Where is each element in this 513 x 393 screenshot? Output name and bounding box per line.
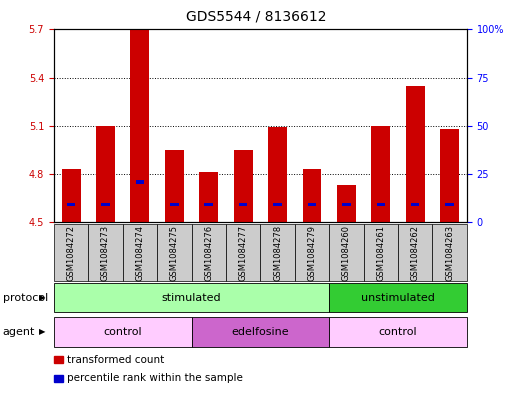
Bar	[205, 203, 213, 206]
Bar	[342, 203, 351, 206]
Text: GSM1084278: GSM1084278	[273, 224, 282, 281]
Bar	[165, 150, 184, 222]
Text: GSM1084273: GSM1084273	[101, 224, 110, 281]
Text: control: control	[379, 327, 417, 337]
Bar	[308, 203, 316, 206]
Text: agent: agent	[3, 327, 35, 337]
Bar	[445, 203, 454, 206]
Text: control: control	[104, 327, 142, 337]
Bar	[273, 203, 282, 206]
Text: transformed count: transformed count	[67, 354, 164, 365]
Text: edelfosine: edelfosine	[231, 327, 289, 337]
Bar	[135, 180, 144, 184]
Bar	[130, 29, 149, 222]
Bar	[406, 86, 425, 222]
Text: protocol: protocol	[3, 293, 48, 303]
Bar	[371, 126, 390, 222]
Text: GSM1084277: GSM1084277	[239, 224, 248, 281]
Text: GSM1084276: GSM1084276	[204, 224, 213, 281]
Text: GSM1084274: GSM1084274	[135, 224, 144, 281]
Bar	[101, 203, 110, 206]
Text: GSM1084261: GSM1084261	[377, 224, 385, 281]
Bar	[268, 127, 287, 222]
Text: GSM1084272: GSM1084272	[67, 224, 75, 281]
Text: GSM1084260: GSM1084260	[342, 224, 351, 281]
Bar	[199, 172, 218, 222]
Bar	[337, 185, 356, 222]
Text: GSM1084262: GSM1084262	[411, 224, 420, 281]
Bar	[239, 203, 247, 206]
Bar	[96, 126, 115, 222]
Bar	[303, 169, 322, 222]
Text: GDS5544 / 8136612: GDS5544 / 8136612	[186, 10, 327, 24]
Bar	[170, 203, 179, 206]
Text: ▶: ▶	[40, 293, 46, 302]
Text: unstimulated: unstimulated	[361, 293, 435, 303]
Bar	[234, 150, 252, 222]
Bar	[440, 129, 459, 222]
Text: stimulated: stimulated	[162, 293, 221, 303]
Bar	[377, 203, 385, 206]
Text: ▶: ▶	[40, 327, 46, 336]
Text: GSM1084263: GSM1084263	[445, 224, 454, 281]
Bar	[62, 169, 81, 222]
Text: percentile rank within the sample: percentile rank within the sample	[67, 373, 243, 384]
Text: GSM1084279: GSM1084279	[307, 224, 317, 281]
Bar	[411, 203, 420, 206]
Bar	[67, 203, 75, 206]
Text: GSM1084275: GSM1084275	[170, 224, 179, 281]
